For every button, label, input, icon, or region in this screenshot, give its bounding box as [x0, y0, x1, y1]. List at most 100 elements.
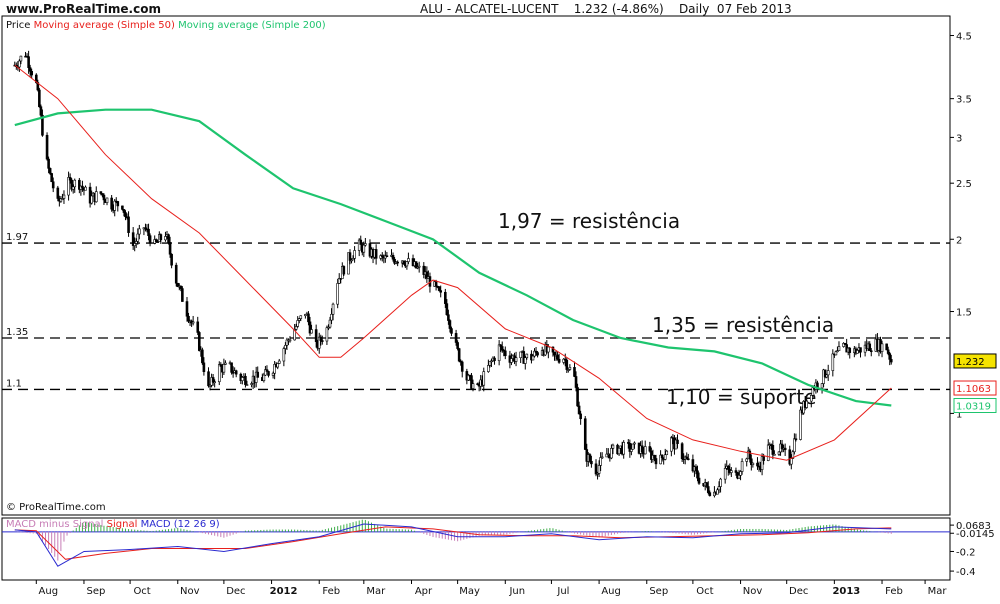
macd-signal-line	[14, 526, 892, 560]
candle-body	[791, 451, 795, 459]
candle-body	[706, 486, 710, 493]
ma50-value-label: 1.1063	[956, 384, 991, 395]
candle-body	[630, 448, 633, 452]
candle-body	[234, 370, 238, 375]
candle-body	[740, 461, 744, 472]
macd-axis-label: 0.0683	[956, 521, 991, 532]
candle-body	[490, 360, 493, 363]
x-axis-label: Feb	[885, 586, 903, 597]
candle-body	[330, 313, 333, 321]
candle-body	[321, 340, 324, 342]
candle-body	[437, 286, 441, 291]
candle-body	[547, 346, 550, 353]
candle-body	[771, 445, 775, 455]
candle-body	[124, 212, 127, 218]
candle-body	[342, 266, 346, 275]
x-axis-label: 2012	[270, 586, 298, 597]
x-axis-label: Sep	[649, 586, 668, 597]
candle-body	[402, 260, 406, 265]
candle-body	[499, 344, 502, 347]
candle-body	[567, 369, 570, 371]
price-panel-frame	[1, 15, 951, 516]
candle-body	[691, 459, 695, 472]
candle-body	[331, 303, 335, 315]
candle-body	[285, 339, 289, 346]
candle-body	[45, 134, 49, 160]
candle-body	[245, 384, 249, 386]
candle-body	[148, 235, 152, 244]
candle-body	[676, 439, 679, 444]
price-axis-label: 3.5	[956, 95, 972, 106]
candle-body	[762, 456, 765, 461]
candle-body	[282, 348, 286, 362]
level-annotation: 1,35 = resistência	[652, 313, 834, 337]
candle-body	[147, 228, 150, 236]
ma200-value-box	[953, 398, 997, 414]
candle-body	[407, 258, 410, 262]
candle-body	[470, 375, 473, 389]
candle-body	[788, 449, 792, 465]
candle-body	[122, 209, 126, 213]
candle-body	[773, 453, 776, 456]
level-annotation: 1,10 = suporte	[666, 385, 816, 409]
candle-body	[482, 371, 486, 386]
candle-body	[18, 60, 21, 68]
candle-body	[843, 343, 847, 345]
candle-body	[694, 466, 698, 472]
candle-body	[670, 437, 673, 452]
candle-body	[794, 438, 798, 441]
candle-body	[622, 442, 625, 455]
candle-body	[600, 456, 604, 459]
candle-body	[723, 468, 727, 480]
candle-body	[217, 364, 221, 383]
candle-body	[99, 191, 103, 194]
candle-body	[514, 357, 518, 362]
candle-body	[737, 475, 741, 479]
candle-body	[174, 264, 178, 284]
candle-body	[327, 326, 330, 329]
candle-body	[336, 283, 339, 305]
candle-body	[574, 376, 578, 388]
price-axis-label: 3	[956, 133, 962, 144]
candle-body	[417, 265, 421, 268]
candle-body	[783, 447, 787, 451]
candle-body	[276, 363, 280, 368]
candle-body	[834, 351, 838, 356]
candle-body	[842, 343, 845, 347]
candle-body	[250, 383, 253, 385]
candle-body	[73, 179, 77, 188]
candle-body	[110, 197, 113, 210]
candle-body	[500, 346, 504, 351]
candle-body	[674, 439, 678, 450]
site-title[interactable]: www.ProRealTime.com	[6, 2, 161, 16]
candle-body	[557, 358, 561, 363]
candle-body	[556, 354, 559, 360]
candle-body	[510, 358, 513, 363]
ma50-value-box	[953, 380, 997, 396]
price-axis-label: 2.5	[956, 179, 972, 190]
candle-body	[224, 362, 227, 365]
candle-body	[284, 345, 287, 349]
candle-body	[523, 357, 527, 364]
x-axis-label: Jun	[508, 586, 525, 597]
candle-body	[467, 374, 470, 381]
candle-body	[760, 456, 764, 470]
candle-body	[51, 181, 55, 189]
candle-body	[745, 458, 749, 462]
price-legend: Price Moving average (Simple 50) Moving …	[6, 20, 326, 31]
candle-body	[351, 258, 355, 261]
candle-body	[319, 336, 323, 341]
candle-body	[805, 400, 808, 408]
macd-hist-legend-label: MACD minus Signal	[6, 519, 104, 530]
candle-body	[487, 365, 490, 372]
macd-line	[14, 523, 892, 567]
candle-body	[28, 67, 32, 72]
candle-body	[94, 191, 98, 203]
candle-body	[265, 369, 269, 372]
candle-body	[628, 443, 632, 452]
candle-body	[134, 241, 138, 244]
instrument-title: ALU - ALCATEL-LUCENT 1.232 (-4.86%) Dail…	[420, 2, 792, 16]
candle-body	[716, 489, 719, 495]
candle-body	[34, 74, 38, 83]
candle-body	[708, 492, 712, 496]
